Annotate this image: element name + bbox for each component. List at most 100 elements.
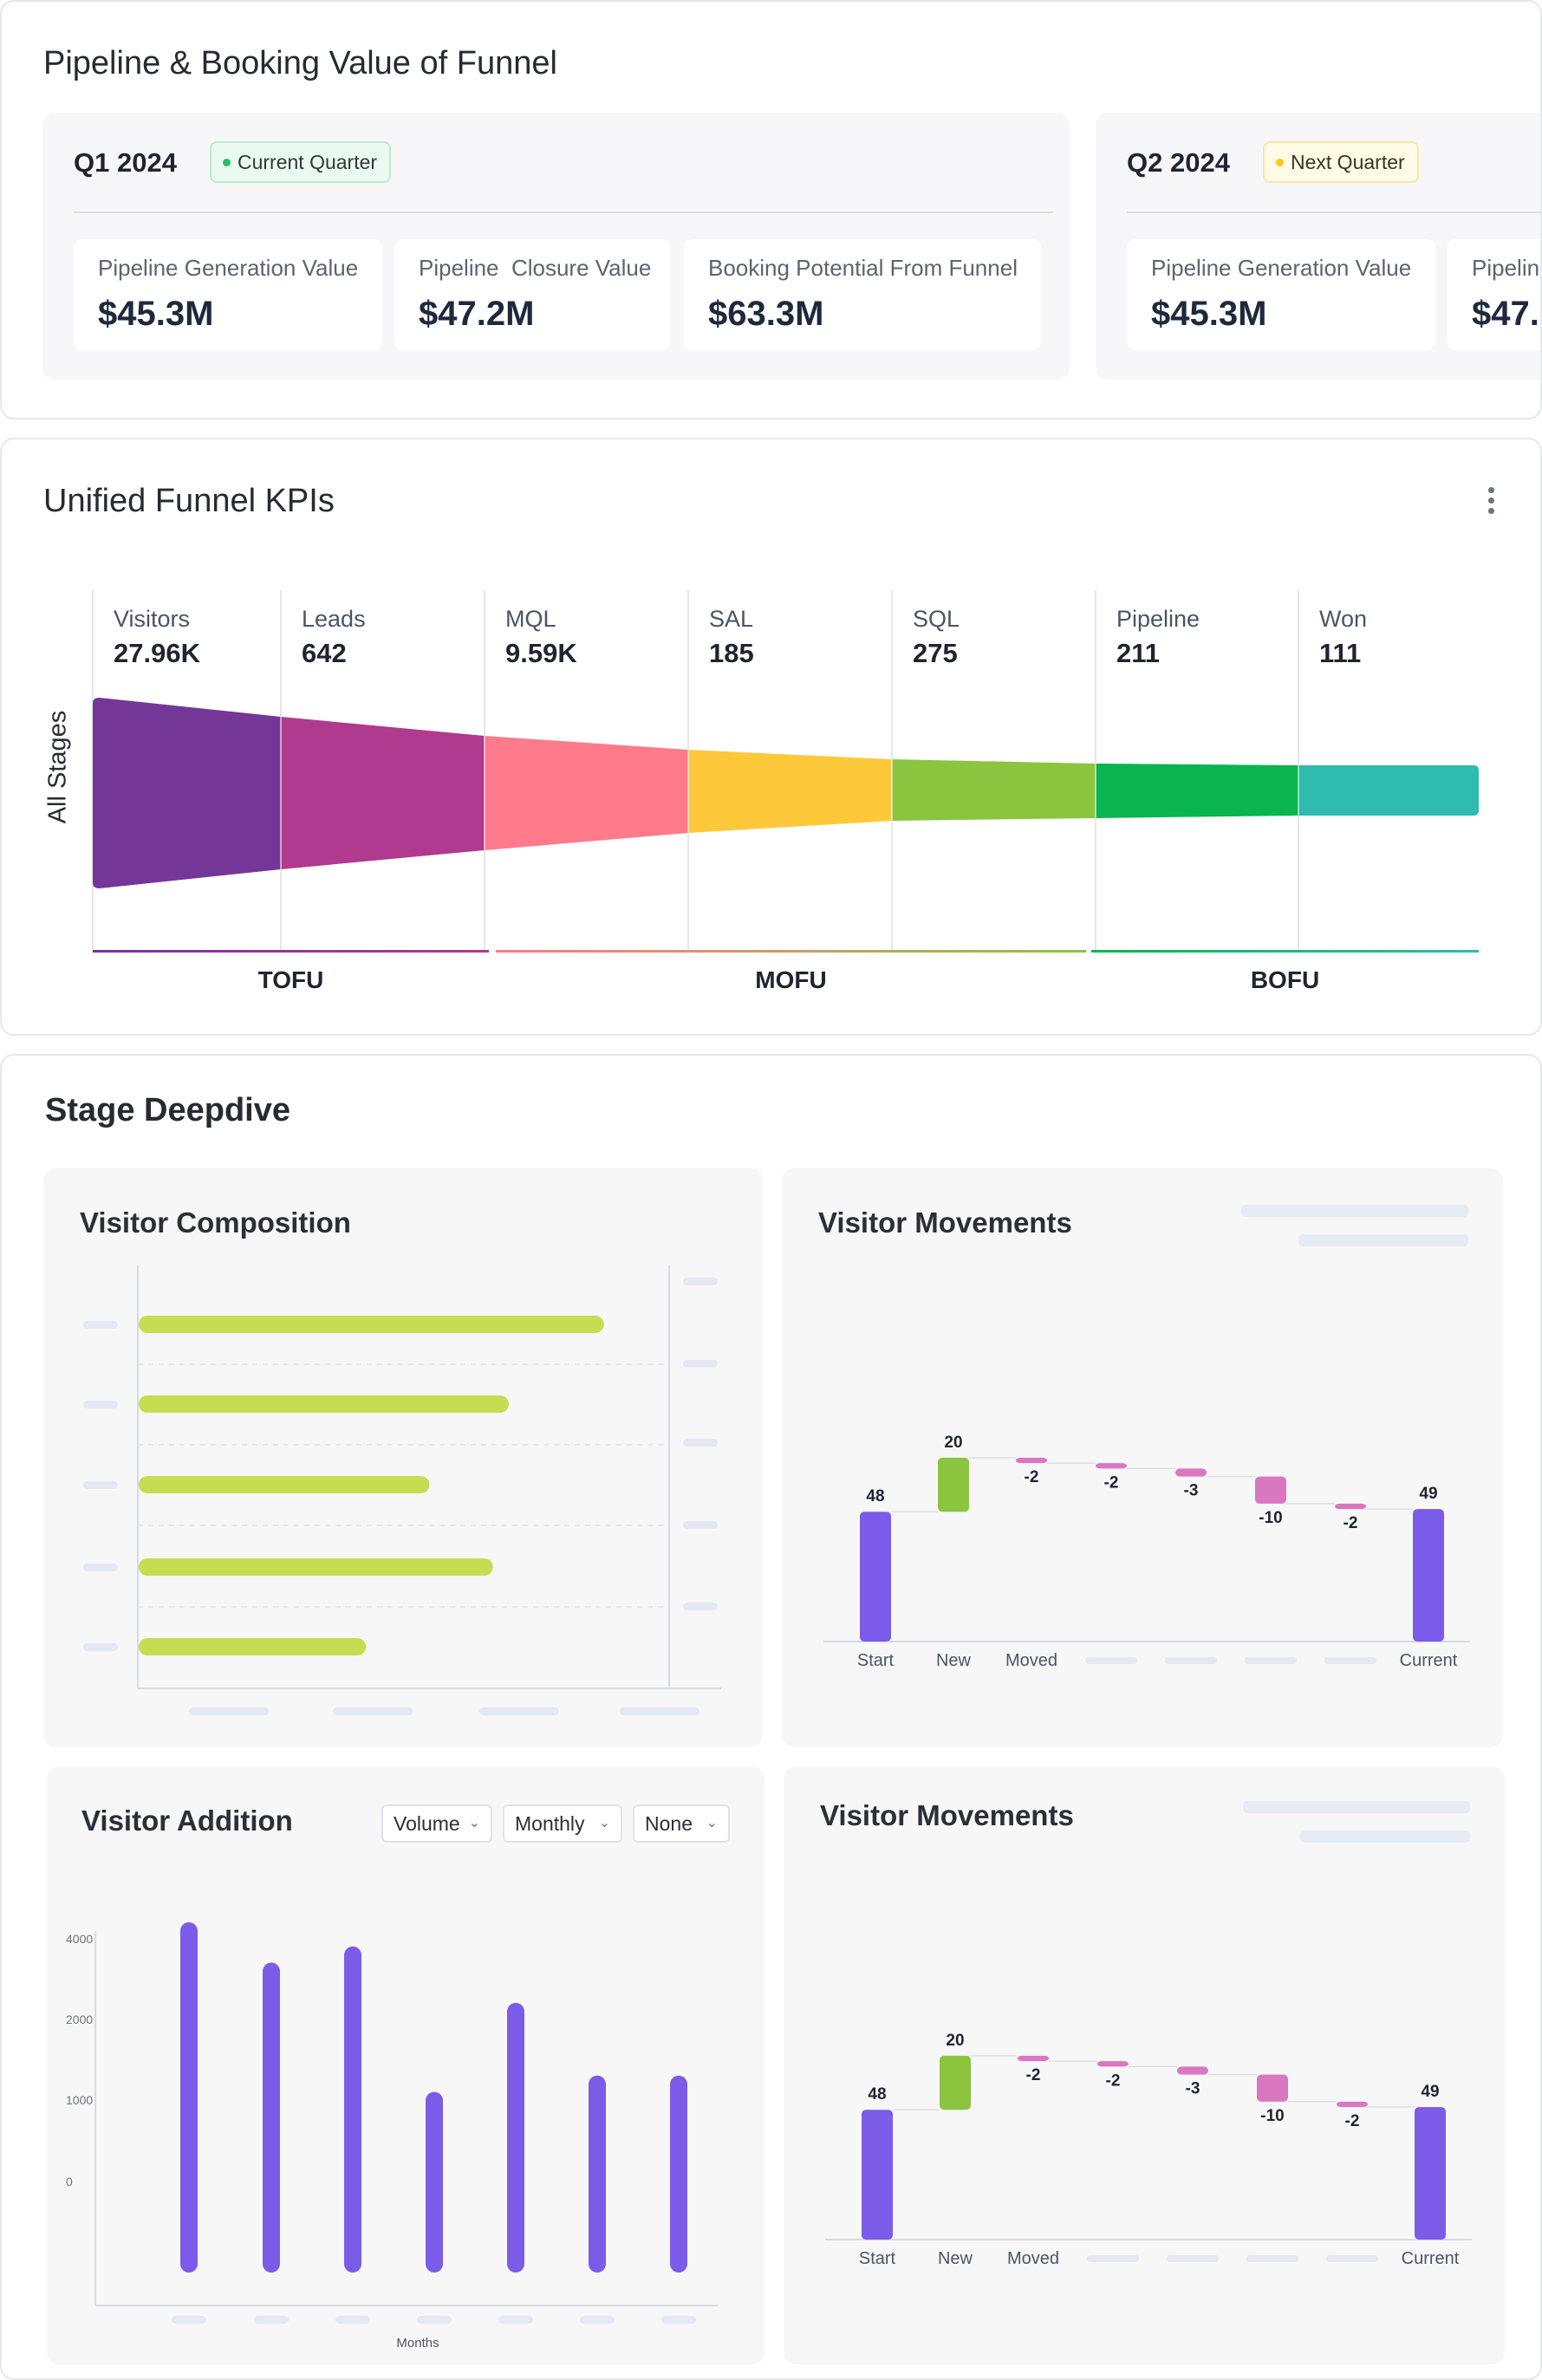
waterfall-bar	[1413, 1509, 1444, 1642]
status-dot-icon	[223, 159, 231, 166]
composition-bar	[139, 1476, 430, 1493]
quarter-title: Q2 2024	[1127, 147, 1230, 178]
y-tick-label: 4000	[66, 1932, 93, 1946]
x-axis-title: Months	[396, 2336, 439, 2351]
right-label-placeholder	[683, 1521, 718, 1529]
right-label-placeholder	[683, 1603, 718, 1610]
category-label: New	[936, 1651, 972, 1670]
stage-value-won: 111	[1319, 638, 1362, 668]
category-label-placeholder	[1245, 1657, 1297, 1664]
composition-bar	[139, 1638, 367, 1655]
category-label: Current	[1400, 1651, 1458, 1670]
category-label-placeholder	[83, 1321, 118, 1329]
status-dot-icon	[1276, 159, 1284, 166]
waterfall-bar	[1097, 2061, 1129, 2067]
waterfall-bar	[1016, 1457, 1047, 1464]
visitor-movements-chart: 48 Start 20 New -2 Moved -2 -3 -10 -2 49 Current	[823, 1434, 1470, 1670]
category-label-placeholder	[83, 1564, 118, 1571]
waterfall-bar	[940, 2055, 971, 2110]
composition-bar	[139, 1395, 509, 1413]
waterfall-bar	[938, 1457, 969, 1512]
stage-value-mql: 9.59K	[505, 638, 577, 668]
stage-value-sal: 185	[709, 638, 754, 668]
data-label: -2	[1026, 2066, 1041, 2084]
waterfall-bar	[1096, 1463, 1127, 1469]
data-label: -2	[1025, 1468, 1039, 1486]
panel-title: Visitor Movements	[818, 1206, 1072, 1239]
compare-dropdown[interactable]: None ⌄	[633, 1805, 730, 1843]
funnel-segment-sql	[892, 759, 1096, 821]
deepdive-title: Stage Deepdive	[45, 1092, 290, 1128]
data-label: -10	[1260, 2107, 1284, 2125]
stage-label-sal: SAL	[709, 606, 754, 632]
data-label: -3	[1184, 1482, 1199, 1500]
data-label: 20	[944, 1434, 962, 1452]
addition-bar	[507, 2002, 524, 2273]
addition-bar	[344, 1946, 361, 2273]
category-label: Current	[1402, 2249, 1460, 2268]
waterfall-bar	[860, 1512, 891, 1642]
funnel-card-title: Unified Funnel KPIs	[43, 483, 335, 519]
quarter-divider	[1127, 211, 1540, 213]
visitor-composition-chart	[83, 1265, 721, 1715]
data-label: -2	[1106, 2071, 1121, 2090]
data-label: -3	[1186, 2080, 1200, 2098]
placeholder-line	[1298, 1234, 1468, 1246]
stage-value-sql: 275	[913, 638, 958, 668]
placeholder-line	[1243, 1801, 1470, 1813]
addition-bar	[589, 2075, 606, 2273]
panel-title: Visitor Movements	[820, 1799, 1074, 1831]
stage-label-pipeline: Pipeline	[1116, 606, 1200, 632]
right-label-placeholder	[683, 1439, 718, 1447]
visitor-composition-panel: Visitor Composition	[43, 1168, 763, 1747]
waterfall-bar	[1335, 1503, 1366, 1510]
funnel-segment-leads	[281, 717, 485, 869]
kebab-menu-icon[interactable]	[1487, 487, 1496, 518]
visitor-addition-panel: Visitor Addition Volume ⌄ Monthly ⌄ None ⌄ …	[47, 1766, 764, 2364]
waterfall-bar	[862, 2110, 893, 2240]
addition-bar	[263, 1962, 280, 2273]
x-tick-placeholder	[620, 1707, 699, 1715]
stage-label-visitors: Visitors	[114, 606, 191, 632]
pipeline-card-title: Pipeline & Booking Value of Funnel	[43, 45, 557, 81]
category-label: Start	[859, 2249, 896, 2268]
stage-label-won: Won	[1319, 606, 1368, 632]
unified-funnel-card: Unified Funnel KPIs All Stages Visitors 2…	[0, 438, 1542, 1036]
data-label: 48	[866, 1487, 884, 1505]
placeholder-line	[1300, 1831, 1470, 1843]
data-label: 49	[1419, 1485, 1437, 1503]
waterfall-bar	[1415, 2107, 1446, 2240]
data-label: -2	[1344, 1514, 1358, 1532]
stage-label-sql: SQL	[913, 606, 960, 632]
panel-title: Visitor Composition	[80, 1206, 351, 1239]
category-label-placeholder	[1165, 1657, 1217, 1664]
kpi-pipeline-generation: Pipeline Generation Value $45.3M	[1127, 239, 1435, 350]
current-quarter-badge: Current Quarter	[210, 141, 392, 183]
funnel-segment-sal	[688, 750, 892, 833]
funnel-segment-visitors	[93, 698, 281, 888]
stage-label-leads: Leads	[302, 606, 366, 632]
phase-label-tofu: TOFU	[257, 966, 324, 993]
quarter-divider	[74, 211, 1053, 213]
chevron-down-icon: ⌄	[468, 1816, 480, 1831]
category-label: Moved	[1007, 2249, 1059, 2268]
x-tick-placeholder	[479, 1707, 559, 1715]
visitor-movements-chart: 48 Start 20 New -2 Moved -2 -3 -10 -2 49 Current	[825, 2032, 1472, 2268]
x-tick-placeholder	[498, 2316, 533, 2324]
stage-value-visitors: 27.96K	[114, 638, 200, 668]
y-tick-label: 1000	[66, 2093, 93, 2107]
stage-value-pipeline: 211	[1116, 638, 1161, 668]
composition-bar	[139, 1316, 604, 1333]
kpi-pipeline-closure: Pipeline Closure Value $47.2M	[1448, 239, 1540, 350]
metric-dropdown[interactable]: Volume ⌄	[381, 1805, 492, 1843]
category-label-placeholder	[1167, 2255, 1219, 2262]
waterfall-bar	[1337, 2101, 1368, 2108]
waterfall-bar	[1175, 1468, 1207, 1477]
phase-underline-bofu	[1091, 950, 1479, 953]
data-label: 49	[1421, 2083, 1439, 2101]
funnel-segment-mql	[485, 736, 688, 850]
period-dropdown[interactable]: Monthly ⌄	[503, 1805, 622, 1843]
data-label: -2	[1104, 1473, 1119, 1492]
quarter-title: Q1 2024	[74, 147, 177, 178]
kpi-pipeline-closure: Pipeline Closure Value $47.2M	[394, 239, 670, 350]
